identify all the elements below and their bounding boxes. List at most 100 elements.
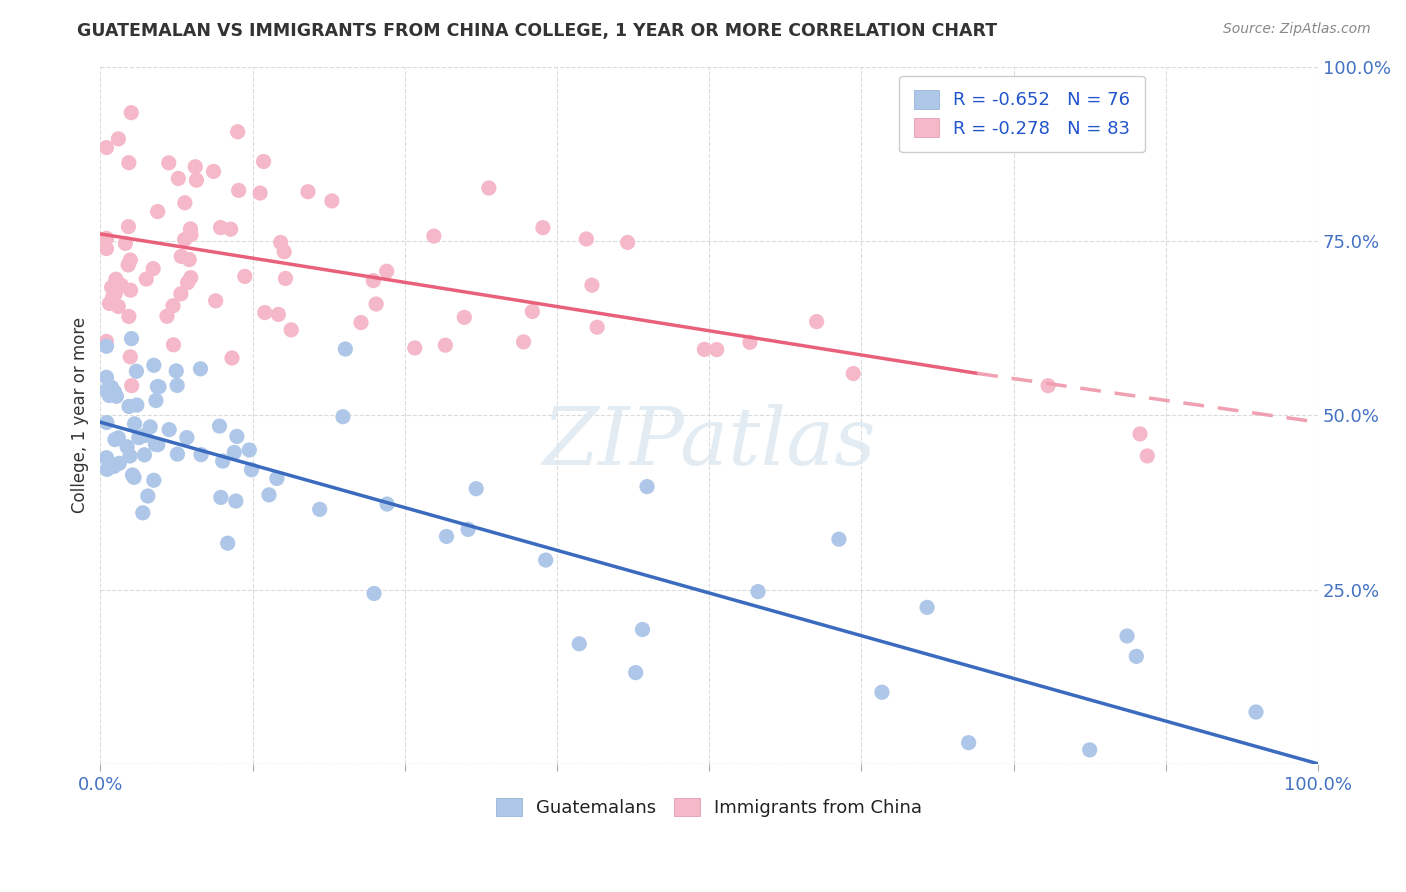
Point xyxy=(146,438,169,452)
Point xyxy=(120,283,142,297)
Point xyxy=(253,305,276,319)
Point xyxy=(219,222,242,236)
Point xyxy=(350,316,373,330)
Point xyxy=(332,409,354,424)
Point xyxy=(136,489,159,503)
Point xyxy=(225,494,247,508)
Point xyxy=(1125,649,1147,664)
Point xyxy=(221,351,243,365)
Point xyxy=(436,529,458,543)
Point xyxy=(120,332,142,346)
Point xyxy=(233,269,256,284)
Point xyxy=(117,219,139,234)
Point xyxy=(335,342,357,356)
Point xyxy=(363,274,385,288)
Point xyxy=(107,132,129,146)
Point xyxy=(96,450,118,465)
Point xyxy=(96,339,118,353)
Point xyxy=(103,459,125,474)
Point xyxy=(693,343,716,357)
Point xyxy=(156,310,179,324)
Point xyxy=(96,384,118,398)
Point xyxy=(266,471,288,485)
Point xyxy=(375,264,398,278)
Point xyxy=(145,437,167,451)
Point xyxy=(167,171,190,186)
Text: Source: ZipAtlas.com: Source: ZipAtlas.com xyxy=(1223,22,1371,37)
Point xyxy=(252,154,274,169)
Point xyxy=(238,442,260,457)
Point xyxy=(142,473,165,487)
Point xyxy=(114,236,136,251)
Point xyxy=(100,280,122,294)
Point xyxy=(100,380,122,394)
Point xyxy=(228,183,250,197)
Point xyxy=(104,433,127,447)
Point xyxy=(257,488,280,502)
Point xyxy=(170,249,193,263)
Point xyxy=(209,220,232,235)
Point xyxy=(105,389,128,403)
Point xyxy=(624,665,647,680)
Point xyxy=(1116,629,1139,643)
Point xyxy=(148,380,170,394)
Point xyxy=(122,470,145,484)
Point xyxy=(586,320,609,334)
Point xyxy=(96,462,118,476)
Point xyxy=(157,423,180,437)
Point xyxy=(957,736,980,750)
Point xyxy=(915,600,938,615)
Point xyxy=(522,304,544,318)
Point xyxy=(107,431,129,445)
Text: GUATEMALAN VS IMMIGRANTS FROM CHINA COLLEGE, 1 YEAR OR MORE CORRELATION CHART: GUATEMALAN VS IMMIGRANTS FROM CHINA COLL… xyxy=(77,22,997,40)
Point xyxy=(120,350,142,364)
Point xyxy=(166,447,188,461)
Point xyxy=(531,220,554,235)
Point xyxy=(117,258,139,272)
Point xyxy=(870,685,893,699)
Text: ZIPatlas: ZIPatlas xyxy=(543,404,876,482)
Point xyxy=(142,359,165,373)
Point xyxy=(166,378,188,392)
Point xyxy=(202,164,225,178)
Point xyxy=(453,310,475,325)
Point xyxy=(423,229,446,244)
Point xyxy=(534,553,557,567)
Point xyxy=(211,454,233,468)
Point xyxy=(512,334,534,349)
Point xyxy=(104,286,127,301)
Point xyxy=(96,242,118,256)
Point xyxy=(120,253,142,268)
Point xyxy=(180,227,202,242)
Point xyxy=(103,384,125,399)
Point xyxy=(616,235,638,250)
Point xyxy=(96,231,118,245)
Point xyxy=(1078,743,1101,757)
Y-axis label: College, 1 year or more: College, 1 year or more xyxy=(72,318,89,513)
Point xyxy=(224,445,246,459)
Point xyxy=(828,532,851,546)
Point xyxy=(575,232,598,246)
Point xyxy=(121,378,143,392)
Legend: Guatemalans, Immigrants from China: Guatemalans, Immigrants from China xyxy=(489,790,929,824)
Point xyxy=(465,482,488,496)
Point xyxy=(249,186,271,200)
Point xyxy=(209,491,232,505)
Point xyxy=(96,140,118,154)
Point xyxy=(110,278,132,293)
Point xyxy=(146,379,169,393)
Point xyxy=(297,185,319,199)
Point xyxy=(321,194,343,208)
Point xyxy=(96,334,118,349)
Point xyxy=(132,506,155,520)
Point xyxy=(366,297,388,311)
Point xyxy=(142,261,165,276)
Point xyxy=(180,270,202,285)
Point xyxy=(134,428,156,442)
Point xyxy=(217,536,239,550)
Point xyxy=(145,393,167,408)
Point xyxy=(842,367,865,381)
Point xyxy=(125,364,148,378)
Point xyxy=(706,343,728,357)
Point xyxy=(204,293,226,308)
